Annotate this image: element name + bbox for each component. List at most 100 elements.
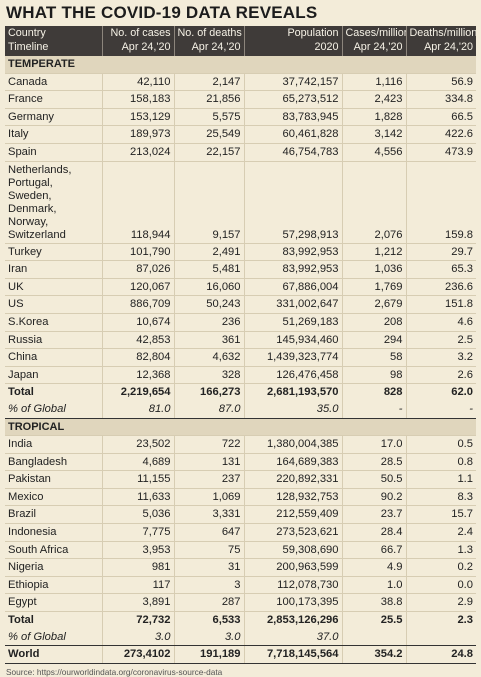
row-label-cell: China <box>5 348 103 367</box>
value-cell: 83,783,945 <box>244 108 343 127</box>
table-row: Turkey 101,790 2,491 83,992,953 1,212 29.7 <box>5 243 476 262</box>
value-cell: 82,804 <box>102 348 175 367</box>
row-label-cell: US <box>5 295 103 314</box>
percent-of-global-row: % of Global 81.0 87.0 35.0- - <box>5 400 476 419</box>
value-cell: 145,934,460 <box>244 331 343 350</box>
value-cell: 2,219,654 <box>102 383 175 401</box>
header-cell: No. of deaths <box>174 26 245 40</box>
value-cell: 31 <box>174 558 245 577</box>
header-cell: Cases/million <box>342 26 407 40</box>
value-cell: 3,331 <box>174 505 245 525</box>
value-cell: 22,157 <box>174 143 245 162</box>
value-cell: 212,559,409 <box>244 505 343 525</box>
value-cell: 2.3 <box>406 611 476 629</box>
value-cell: 37.0 <box>244 628 343 647</box>
value-cell: 28.5 <box>342 453 407 472</box>
table-row: Pakistan 11,155 237 220,892,331 50.5 1.1 <box>5 470 476 489</box>
value-cell: 56.9 <box>406 73 476 92</box>
value-cell: 151.8 <box>406 295 476 314</box>
header-cell: Country <box>5 26 103 40</box>
value-cell: 87.0 <box>174 400 245 419</box>
value-cell: 3.2 <box>406 348 476 367</box>
value-cell: 81.0 <box>102 400 175 419</box>
value-cell: 83,992,953 <box>244 260 343 279</box>
value-cell: 25,549 <box>174 125 245 144</box>
value-cell: 159.8 <box>406 161 476 244</box>
value-cell: 0.8 <box>406 453 476 472</box>
value-cell: 236 <box>174 313 245 332</box>
value-cell: 2,147 <box>174 73 245 92</box>
section-label: TEMPERATE <box>5 56 476 74</box>
table-row: S.Korea 10,674 236 51,269,183 208 4.6 <box>5 313 476 332</box>
value-cell: 2,423 <box>342 90 407 109</box>
value-cell: 50.5 <box>342 470 407 489</box>
world-total-row: World 273,4102 191,189 7,718,145,564 354.2 24… <box>5 645 476 664</box>
value-cell: 331,002,647 <box>244 295 343 314</box>
row-label-cell: Pakistan <box>5 470 103 489</box>
row-label-cell: Total <box>5 611 103 629</box>
value-cell: 273,4102 <box>102 645 175 664</box>
row-label-cell: France <box>5 90 103 109</box>
value-cell: 65.3 <box>406 260 476 279</box>
header-cell: Apr 24,'20 <box>342 40 407 56</box>
value-cell: 1.0 <box>342 576 407 595</box>
row-label-cell: S.Korea <box>5 313 103 332</box>
value-cell: 3.0 <box>174 628 245 647</box>
value-cell: 29.7 <box>406 243 476 262</box>
value-cell: 237 <box>174 470 245 489</box>
value-cell: 51,269,183 <box>244 313 343 332</box>
value-cell: 2,681,193,570 <box>244 383 343 401</box>
value-cell: 220,892,331 <box>244 470 343 489</box>
row-label-cell: Spain <box>5 143 103 162</box>
value-cell: 334.8 <box>406 90 476 109</box>
value-cell: 473.9 <box>406 143 476 162</box>
value-cell: 3.0 <box>102 628 175 647</box>
header-cell: Deaths/million <box>406 26 476 40</box>
table-row: Mexico 11,633 1,069 128,932,753 90.2 8.3 <box>5 488 476 507</box>
value-cell: 112,078,730 <box>244 576 343 595</box>
value-cell: 191,189 <box>174 645 245 664</box>
value-cell: 2,076 <box>342 161 407 244</box>
row-label-cell: Total <box>5 383 103 401</box>
row-label-cell: Russia <box>5 331 103 350</box>
row-label-cell: % of Global <box>5 400 103 419</box>
row-label-cell: India <box>5 435 103 454</box>
page-title: WHAT THE COVID-19 DATA REVEALS <box>6 3 318 22</box>
total-row: Total 2,219,654 166,273 2,681,193,570 828 62.… <box>5 383 476 401</box>
value-cell: 7,718,145,564 <box>244 645 343 664</box>
table-row: UK 120,067 16,060 67,886,004 1,769 236.6 <box>5 278 476 297</box>
value-cell: - <box>342 400 407 419</box>
value-cell: 28.4 <box>342 523 407 542</box>
value-cell: 1,036 <box>342 260 407 279</box>
section-header-row: TEMPERATE <box>5 56 476 74</box>
table-row: Nigeria 981 31 200,963,599 4.9 0.2 <box>5 558 476 577</box>
value-cell: 128,932,753 <box>244 488 343 507</box>
header-cell: Apr 24,'20 <box>174 40 245 56</box>
value-cell: 4,689 <box>102 453 175 472</box>
section-label: TROPICAL <box>5 418 476 437</box>
table-row: France 158,183 21,856 65,273,512 2,423 334.8 <box>5 90 476 109</box>
header-cell: Apr 24,'20 <box>102 40 175 56</box>
value-cell: 3,953 <box>102 541 175 560</box>
value-cell: 166,273 <box>174 383 245 401</box>
value-cell: 42,110 <box>102 73 175 92</box>
value-cell: 72,732 <box>102 611 175 629</box>
value-cell: 0.5 <box>406 435 476 454</box>
header-cell: Timeline <box>5 40 103 56</box>
table-row: South Africa 3,953 75 59,308,690 66.7 1.3 <box>5 541 476 560</box>
percent-of-global-row: % of Global 3.0 3.0 37.0 <box>5 628 476 647</box>
value-cell: 42,853 <box>102 331 175 350</box>
row-label-cell: World <box>5 645 103 664</box>
value-cell: 1,439,323,774 <box>244 348 343 367</box>
value-cell: 120,067 <box>102 278 175 297</box>
table-row: US 886,709 50,243 331,002,647 2,679 151.8 <box>5 295 476 314</box>
value-cell: 2.5 <box>406 331 476 350</box>
value-cell: 1,828 <box>342 108 407 127</box>
table-row: Russia 42,853 361 145,934,460 294 2.5 <box>5 331 476 350</box>
table-row: Italy 189,973 25,549 60,461,828 3,142 422.6 <box>5 125 476 144</box>
table-row: Indonesia 7,775 647 273,523,621 28.4 2.4 <box>5 523 476 542</box>
value-cell: 1,212 <box>342 243 407 262</box>
table-row: Japan 12,368 328 126,476,458 98 2.6 <box>5 366 476 385</box>
value-cell: 5,481 <box>174 260 245 279</box>
table-row: Bangladesh 4,689 131 164,689,383 28.5 0.8 <box>5 453 476 472</box>
